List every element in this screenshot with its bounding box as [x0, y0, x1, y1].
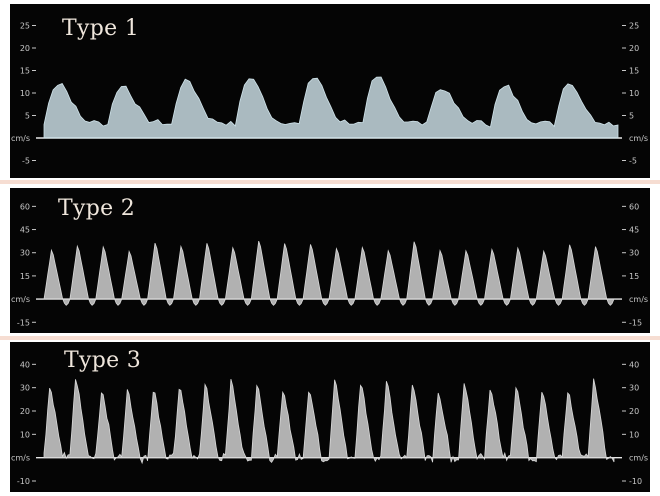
left-tick-label: -10 [17, 477, 30, 486]
unit-label-right: cm/s [629, 134, 648, 143]
right-tick-label: 5 [629, 112, 634, 121]
right-tick-label: 10 [629, 89, 639, 98]
left-tick-label: 20 [20, 407, 30, 416]
doppler-panel-type-3: 40 40 30 30 20 20 10 10 -10 -10 cm/s cm/s Type 3 [10, 342, 650, 492]
right-tick-label: 40 [629, 360, 639, 369]
doppler-waveform [43, 240, 615, 306]
right-tick-label: 30 [629, 249, 639, 258]
left-tick-label: -5 [22, 157, 30, 166]
left-tick-label: 10 [20, 430, 30, 439]
right-tick-label: -5 [629, 157, 637, 166]
separator [0, 180, 660, 184]
right-tick-label: 10 [629, 430, 639, 439]
doppler-spectrum-1: 25 25 20 20 15 15 10 10 5 5 -5 -5 cm/s cm/s [11, 22, 648, 166]
right-tick-label: 20 [629, 44, 639, 53]
left-tick-label: 60 [20, 202, 30, 211]
left-tick-label: 30 [20, 384, 30, 393]
doppler-spectrum-2: 60 60 45 45 30 30 15 15 -15 -15 cm/s cm/s [11, 202, 648, 327]
panel-title: Type 1 [62, 16, 139, 41]
unit-label-right: cm/s [629, 454, 648, 463]
doppler-waveform [43, 378, 615, 465]
left-tick-label: 15 [20, 272, 30, 281]
unit-label-left: cm/s [11, 134, 30, 143]
right-tick-label: 15 [629, 67, 639, 76]
separator [0, 336, 660, 340]
unit-label-left: cm/s [11, 295, 30, 304]
left-tick-label: 25 [20, 22, 30, 31]
doppler-waveform [43, 76, 619, 139]
right-tick-label: -15 [629, 318, 642, 327]
left-tick-label: 30 [20, 249, 30, 258]
panel-title: Type 3 [64, 348, 141, 373]
left-tick-label: 20 [20, 44, 30, 53]
right-tick-label: 15 [629, 272, 639, 281]
unit-label-left: cm/s [11, 454, 30, 463]
right-tick-label: 20 [629, 407, 639, 416]
doppler-panel-type-1: 25 25 20 20 15 15 10 10 5 5 -5 -5 cm/s cm/s Type 1 [10, 4, 650, 178]
right-tick-label: 25 [629, 22, 639, 31]
left-tick-label: 15 [20, 67, 30, 76]
left-tick-label: -15 [17, 318, 30, 327]
left-tick-label: 45 [20, 226, 30, 235]
right-tick-label: 45 [629, 226, 639, 235]
right-tick-label: 30 [629, 384, 639, 393]
right-tick-label: 60 [629, 202, 639, 211]
doppler-spectrum-3: 40 40 30 30 20 20 10 10 -10 -10 cm/s cm/s [11, 360, 648, 486]
doppler-panel-type-2: 60 60 45 45 30 30 15 15 -15 -15 cm/s cm/s Type 2 [10, 188, 650, 333]
unit-label-right: cm/s [629, 295, 648, 304]
left-tick-label: 10 [20, 89, 30, 98]
right-tick-label: -10 [629, 477, 642, 486]
left-tick-label: 40 [20, 360, 30, 369]
left-tick-label: 5 [25, 112, 30, 121]
panel-title: Type 2 [58, 196, 135, 221]
